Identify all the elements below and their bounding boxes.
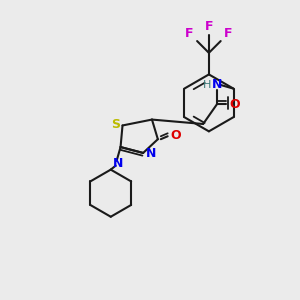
Text: O: O: [229, 98, 240, 111]
Text: H: H: [203, 80, 211, 90]
Text: O: O: [170, 129, 181, 142]
Text: N: N: [212, 78, 222, 91]
Text: N: N: [112, 157, 123, 170]
Text: F: F: [205, 20, 213, 33]
Text: F: F: [185, 27, 194, 40]
Text: S: S: [111, 118, 120, 131]
Text: N: N: [146, 147, 156, 161]
Text: F: F: [224, 27, 233, 40]
